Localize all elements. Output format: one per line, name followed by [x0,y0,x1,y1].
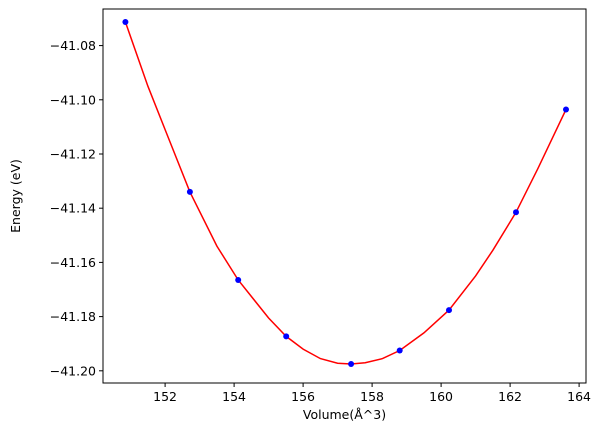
data-point [563,106,569,113]
data-point [122,19,129,25]
y-tick-label: −41.16 [50,255,96,270]
data-point [235,277,242,283]
data-point [283,333,290,340]
y-tick-label: −41.12 [50,146,96,161]
data-point [348,361,355,367]
plot-layer [122,19,569,367]
y-tick-label: −41.20 [50,363,96,378]
y-tick-label: −41.10 [50,92,96,107]
x-axis-label: Volume(Å^3) [303,407,386,422]
data-point [513,209,519,216]
plot-frame [102,8,587,384]
x-axis-ticks: 152 154 156 158 160 162 164 [153,383,591,404]
data-point [396,347,403,354]
x-tick-label: 160 [429,389,453,404]
y-axis-ticks: −41.20 −41.18 −41.16 −41.14 −41.12 −41.10 −41.… [50,38,103,378]
x-tick-label: 152 [153,389,177,404]
fit-curve-line [124,21,567,365]
data-point [446,307,452,314]
x-tick-label: 164 [567,389,591,404]
y-tick-label: −41.18 [50,309,96,324]
x-tick-label: 158 [360,389,384,404]
y-tick-label: −41.08 [50,38,96,53]
y-tick-label: −41.14 [50,201,96,216]
y-axis-label: Energy (eV) [8,159,23,233]
data-point [186,188,193,195]
x-tick-label: 162 [498,389,522,404]
x-tick-label: 156 [291,389,315,404]
x-tick-label: 154 [222,389,246,404]
